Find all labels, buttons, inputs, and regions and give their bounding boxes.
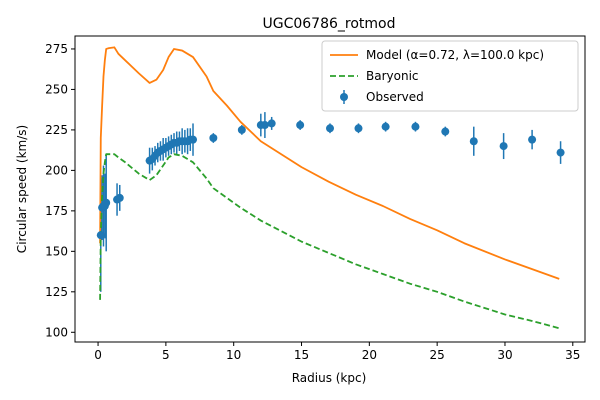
observed-point (411, 122, 420, 131)
observed-point (354, 124, 363, 133)
x-tick-label: 5 (162, 348, 170, 362)
chart-title: UGC06786_rotmod (263, 16, 396, 32)
observed-point (237, 125, 246, 134)
observed-point (260, 121, 269, 130)
x-tick-label: 0 (94, 348, 102, 362)
y-tick-label: 225 (45, 123, 68, 137)
plot-frame (74, 35, 586, 343)
legend-box (321, 40, 579, 112)
y-tick-label: 175 (45, 204, 68, 218)
legend-model-label: Model (α=0.72, λ=100.0 kpc) (366, 48, 544, 62)
x-tick-label: 25 (430, 348, 445, 362)
observed-point (441, 127, 450, 136)
y-tick-label: 100 (45, 325, 68, 339)
y-tick-label: 275 (45, 42, 68, 56)
x-tick-label: 30 (497, 348, 512, 362)
observed-point (326, 124, 334, 133)
plot-series (96, 46, 565, 330)
observed-point (296, 121, 305, 130)
observed-point (115, 193, 124, 202)
legend-observed-marker (340, 93, 348, 101)
x-tick-label: 35 (565, 348, 580, 362)
plot-area (96, 46, 565, 330)
observed-point (499, 142, 508, 151)
legend-observed-label: Observed (366, 90, 424, 104)
baryonic-line (99, 153, 560, 330)
x-axis-label: Radius (kpc) (292, 371, 367, 385)
y-tick-label: 125 (45, 285, 68, 299)
y-tick-label: 200 (45, 163, 68, 177)
axes-ticks: 0 5 10 15 20 25 30 35 100 125 150 175 200 225 250 275 (45, 42, 580, 362)
observed-point (381, 122, 390, 131)
observed-point (469, 137, 478, 146)
observed-point (528, 135, 537, 144)
y-tick-label: 150 (45, 244, 68, 258)
observed-point (267, 119, 276, 128)
legend: Model (α=0.72, λ=100.0 kpc) Baryonic Obs… (321, 40, 579, 112)
observed-point (209, 134, 218, 142)
observed-point (189, 135, 198, 144)
legend-baryonic-label: Baryonic (366, 69, 419, 83)
model-line (99, 46, 560, 280)
y-tick-label: 250 (45, 82, 68, 96)
x-tick-label: 10 (226, 348, 241, 362)
observed-point (96, 231, 105, 240)
y-axis-label: Circular speed (km/s) (15, 125, 29, 253)
observed-point (102, 198, 111, 207)
x-tick-label: 20 (362, 348, 377, 362)
x-tick-label: 15 (294, 348, 309, 362)
observed-point (556, 148, 565, 157)
